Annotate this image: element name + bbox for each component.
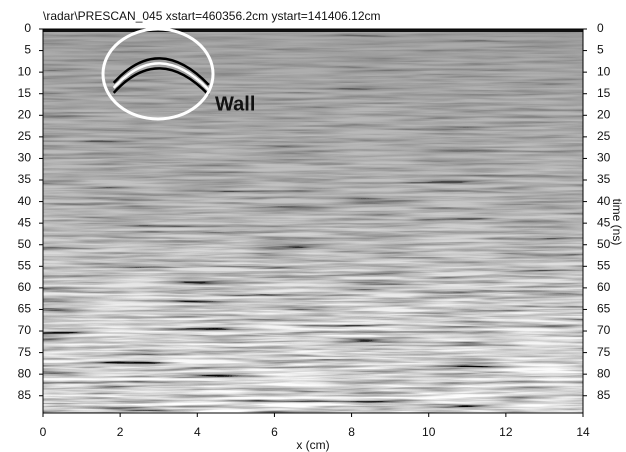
plot-area: [42, 28, 584, 414]
hyperbola: [112, 57, 210, 86]
annotation: Wall: [215, 93, 255, 115]
y2-tick-label: 10: [597, 64, 611, 78]
hyperbola: [112, 67, 210, 96]
y2-tick-label: 45: [597, 215, 611, 229]
y2-tick-label: 70: [597, 323, 611, 337]
x-tick-label: 14: [576, 425, 590, 439]
x-tick-label: 0: [40, 425, 47, 439]
y-tick-label: 20: [18, 107, 32, 121]
y2-tick-label: 40: [597, 194, 611, 208]
x-tick-label: 10: [422, 425, 436, 439]
y2-tick-label: 0: [597, 21, 604, 35]
annotation-ellipse: [101, 27, 215, 121]
y-tick-label: 55: [18, 258, 32, 272]
x-axis-label: x (cm): [296, 438, 329, 452]
y2-tick-label: 20: [597, 107, 611, 121]
y-tick-label: 0: [24, 21, 31, 35]
x-tick-label: 6: [271, 425, 278, 439]
y2-tick-label: 60: [597, 280, 611, 294]
y-tick-label: 25: [18, 129, 32, 143]
radargram-shade: [43, 29, 583, 413]
y2-tick-label: 85: [597, 388, 611, 402]
hyperbola: [112, 62, 210, 91]
y2-tick-label: 5: [597, 43, 604, 57]
y-tick-label: 15: [18, 86, 32, 100]
x-tick-label: 8: [348, 425, 355, 439]
surface-band: [43, 29, 583, 32]
y-tick-label: 5: [24, 43, 31, 57]
y2-tick-label: 35: [597, 172, 611, 186]
y2-tick-label: 15: [597, 86, 611, 100]
x-tick-label: 4: [194, 425, 201, 439]
plot-frame: [42, 28, 584, 414]
y-tick-label: 10: [18, 64, 32, 78]
x-tick-label: 12: [499, 425, 513, 439]
y2-tick-label: 55: [597, 258, 611, 272]
y-tick-label: 80: [18, 366, 32, 380]
y2-tick-label: 75: [597, 345, 611, 359]
y-axis-label: time (ns): [610, 199, 624, 246]
y2-tick-label: 50: [597, 237, 611, 251]
y-tick-label: 60: [18, 280, 32, 294]
y-tick-label: 40: [18, 194, 32, 208]
y-tick-label: 45: [18, 215, 32, 229]
y2-tick-label: 65: [597, 302, 611, 316]
chart-title: \radar\PRESCAN_045 xstart=460356.2cm yst…: [43, 9, 381, 23]
y-tick-label: 70: [18, 323, 32, 337]
y-tick-label: 50: [18, 237, 32, 251]
y-tick-label: 30: [18, 151, 32, 165]
y-tick-label: 75: [18, 345, 32, 359]
x-tick-label: 2: [117, 425, 124, 439]
y2-tick-label: 80: [597, 366, 611, 380]
y2-tick-label: 25: [597, 129, 611, 143]
y-tick-label: 65: [18, 302, 32, 316]
y-tick-label: 85: [18, 388, 32, 402]
y-tick-label: 35: [18, 172, 32, 186]
y2-tick-label: 30: [597, 151, 611, 165]
